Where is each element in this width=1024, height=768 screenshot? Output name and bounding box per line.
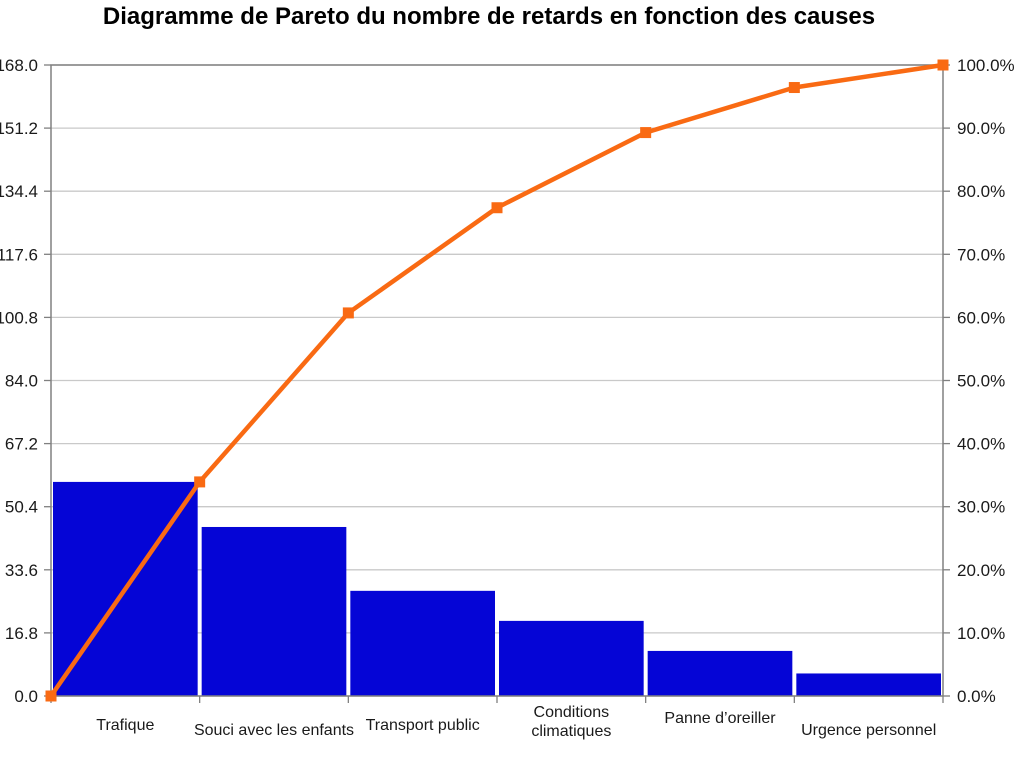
right-axis-label: 20.0%	[957, 561, 1005, 580]
cumulative-marker-1	[194, 476, 206, 488]
right-axis-label: 90.0%	[957, 119, 1005, 138]
left-axis-label: 100.8	[0, 308, 38, 327]
bar-4	[499, 620, 644, 696]
left-axis-label: 0.0	[14, 687, 38, 706]
left-axis-label: 117.6	[0, 245, 38, 264]
bar-6	[796, 673, 941, 696]
category-label-1: Trafique	[96, 717, 154, 734]
left-axis-label: 67.2	[5, 435, 38, 454]
right-axis-label: 80.0%	[957, 182, 1005, 201]
left-axis-label: 33.6	[5, 561, 38, 580]
cumulative-marker-5	[788, 82, 800, 94]
cumulative-marker-4	[640, 127, 652, 139]
cumulative-marker-2	[342, 307, 354, 319]
category-label-5: Panne d’oreiller	[664, 710, 776, 727]
left-axis-label: 134.4	[0, 182, 38, 201]
bar-5	[647, 650, 793, 696]
cumulative-marker-0	[45, 690, 57, 702]
right-axis-label: 50.0%	[957, 372, 1005, 391]
right-axis-label: 100.0%	[957, 56, 1015, 75]
left-axis-label: 50.4	[5, 498, 38, 517]
left-axis-label: 151.2	[0, 119, 38, 138]
bar-2	[201, 526, 347, 696]
chart-title: Diagramme de Pareto du nombre de retards…	[102, 3, 876, 30]
category-label-4: Conditions	[534, 704, 610, 721]
right-axis-label: 60.0%	[957, 308, 1005, 327]
right-axis-label: 30.0%	[957, 498, 1005, 517]
right-axis-label: 40.0%	[957, 435, 1005, 454]
category-label-6: Urgence personnel	[801, 722, 936, 739]
cumulative-marker-6	[937, 59, 949, 71]
category-label-3: Transport public	[366, 717, 480, 734]
right-axis-label: 70.0%	[957, 245, 1005, 264]
right-axis-label: 0.0%	[957, 687, 996, 706]
left-axis-label: 168.0	[0, 56, 38, 75]
cumulative-marker-3	[491, 202, 503, 214]
left-axis-label: 16.8	[5, 624, 38, 643]
category-label-2: Souci avec les enfants	[194, 722, 354, 739]
right-axis-label: 10.0%	[957, 624, 1005, 643]
category-label-4: climatiques	[531, 723, 611, 740]
left-axis-label: 84.0	[5, 372, 38, 391]
bar-3	[350, 590, 495, 696]
